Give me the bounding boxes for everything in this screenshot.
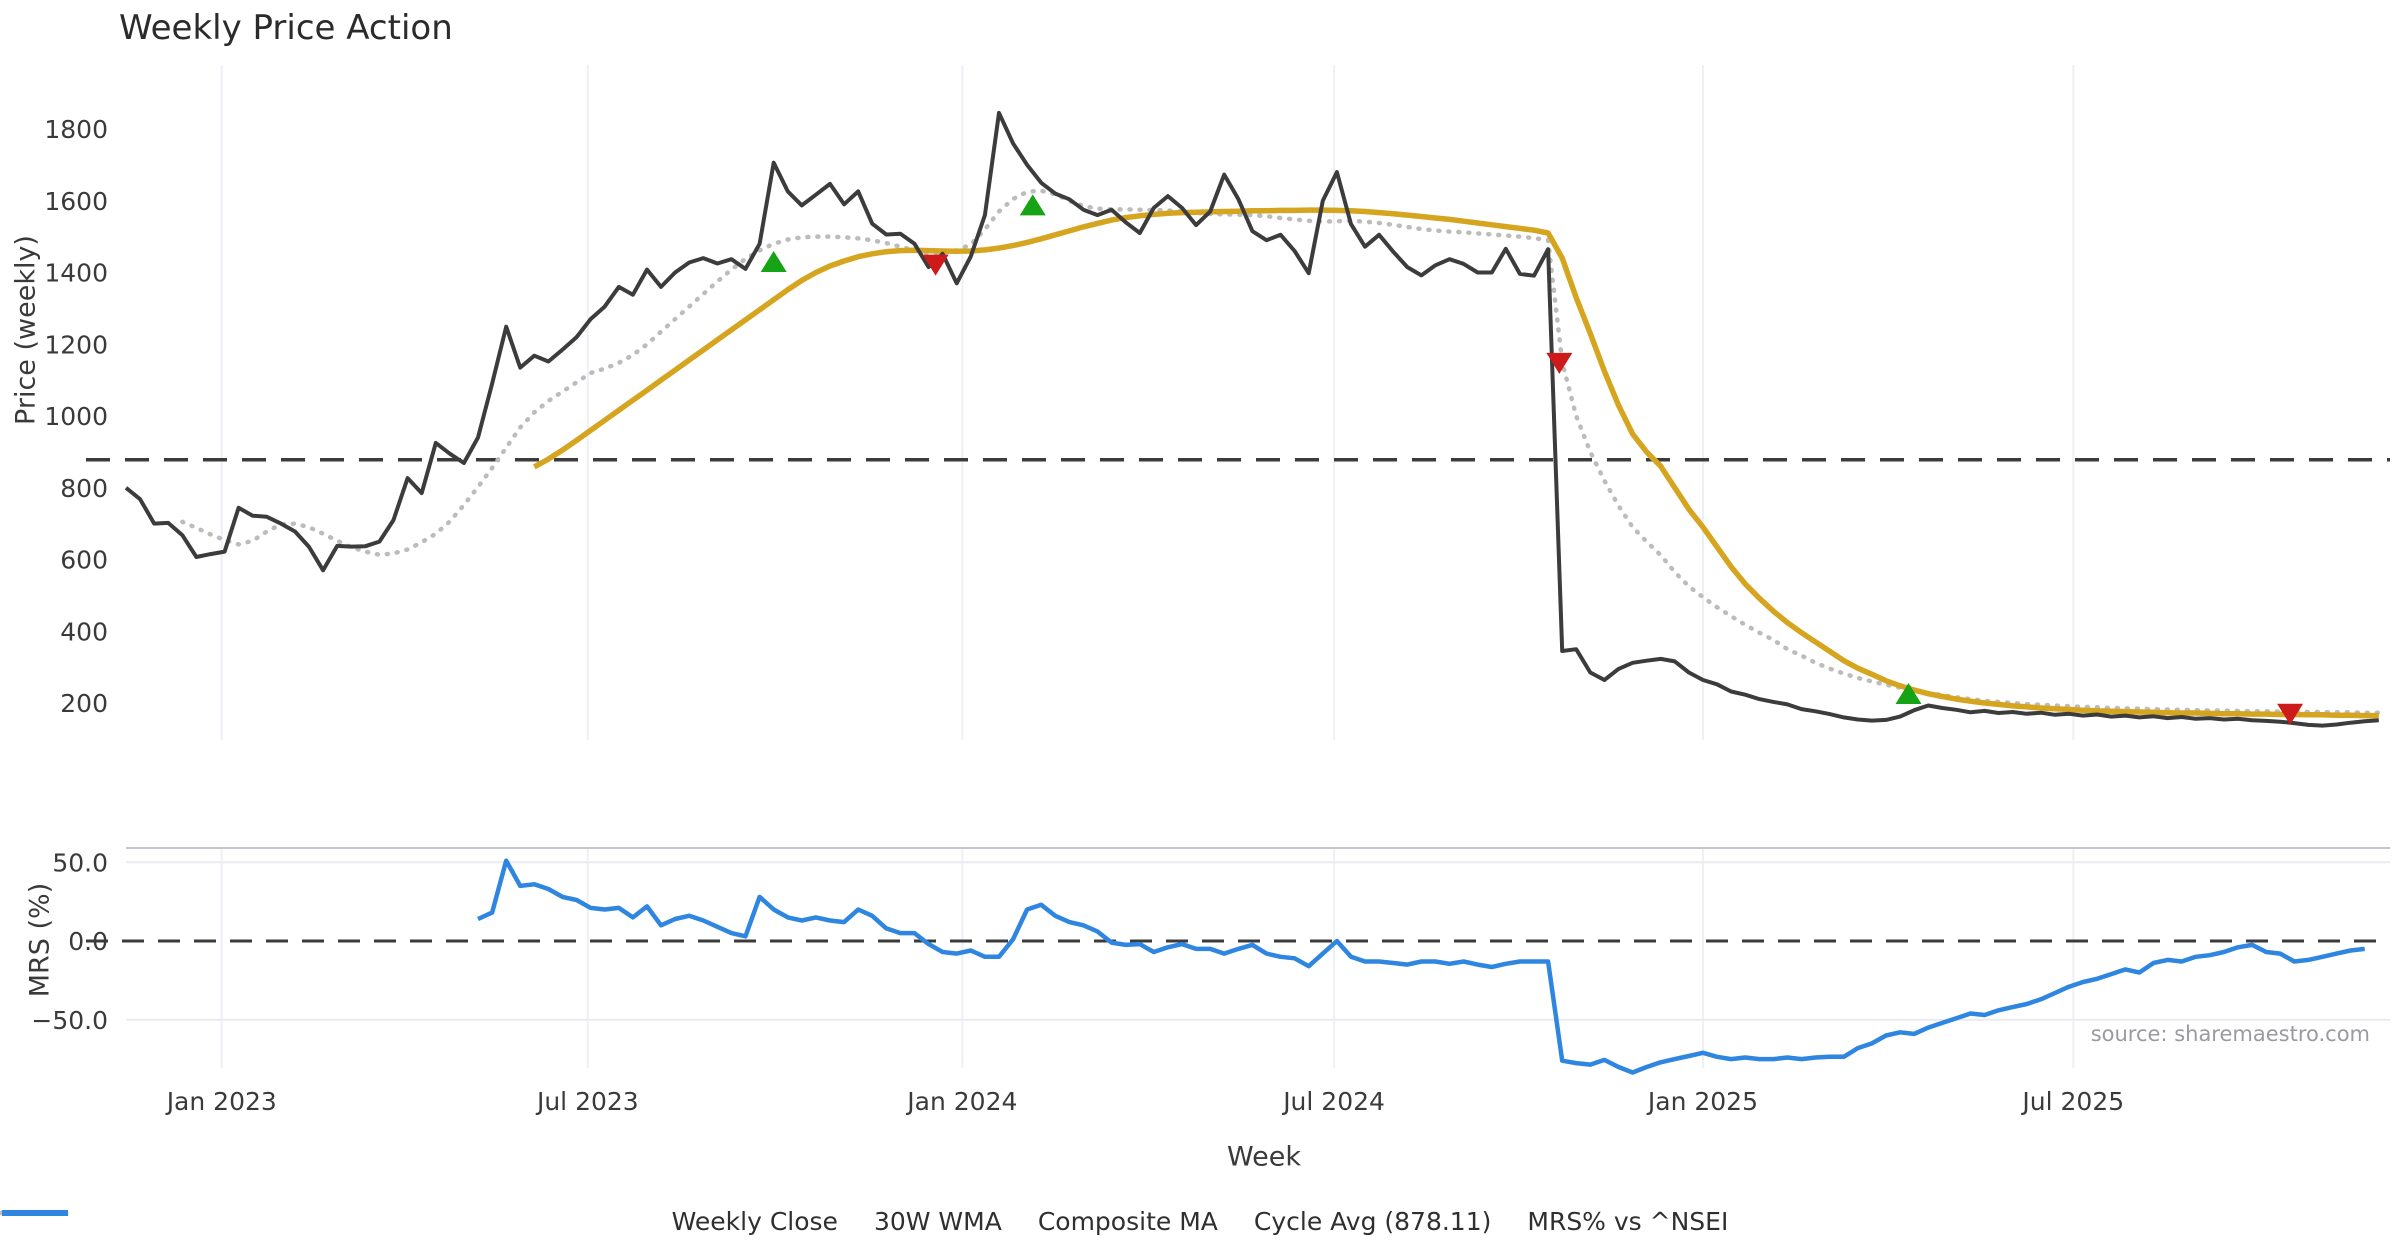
weekly-close-line [124, 110, 2379, 728]
page-title: Weekly Price Action [119, 8, 453, 48]
legend-item: Cycle Avg (878.11) [2, 1207, 1492, 1236]
price-tick-label: 800 [60, 474, 108, 503]
price-tick-label: 1000 [44, 402, 108, 431]
mrs-tick-label: −50.0 [31, 1006, 108, 1035]
buy-signal-marker [760, 251, 787, 273]
price-tick-label: 1800 [44, 115, 108, 144]
mrs-tick-label: 50.0 [52, 848, 108, 877]
legend-item: Composite MA [0, 1207, 1218, 1236]
legend-swatch-solid [2, 1210, 68, 1216]
x-tick-label: Jul 2025 [2020, 1087, 2124, 1116]
x-tick-label: Jul 2023 [535, 1087, 639, 1116]
legend-label: 30W WMA [873, 1207, 1002, 1236]
legend-label: Composite MA [1037, 1207, 1218, 1236]
x-tick-label: Jan 2024 [905, 1087, 1017, 1116]
sell-signal-marker [1546, 352, 1573, 374]
mrs-tick-label: 0.0 [68, 927, 108, 956]
source-watermark: source: sharemaestro.com [2090, 1022, 2370, 1046]
mrs-axis-label: MRS (%) [24, 882, 56, 998]
composite-ma-line [180, 188, 2382, 715]
price-tick-label: 1400 [44, 259, 108, 288]
x-tick-label: Jul 2024 [1281, 1087, 1385, 1116]
chart-legend: Weekly Close 30W WMA Composite MA Cycle Avg… [0, 1207, 2400, 1236]
week-axis-label: Week [1227, 1141, 1301, 1173]
price-tick-label: 1200 [44, 330, 108, 359]
price-axis-label: Price (weekly) [10, 235, 42, 425]
wma-30w-line [532, 207, 2379, 719]
legend-item: 30W WMA [2, 1207, 1002, 1236]
buy-signal-marker [1895, 682, 1922, 704]
mrs-line [477, 858, 2365, 1075]
buy-signal-marker [1019, 194, 1046, 216]
legend-item: MRS% vs ^NSEI [2, 1207, 1729, 1236]
legend-label: Cycle Avg (878.11) [1253, 1207, 1492, 1236]
price-tick-label: 600 [60, 546, 108, 575]
sell-signal-marker [2277, 703, 2304, 725]
price-tick-label: 200 [60, 689, 108, 718]
sell-signal-marker [922, 254, 949, 276]
x-tick-label: Jan 2025 [1646, 1087, 1758, 1116]
legend-label: MRS% vs ^NSEI [1527, 1207, 1729, 1236]
price-tick-label: 400 [60, 617, 108, 646]
legend-item: Weekly Close [2, 1207, 838, 1236]
price-tick-label: 1600 [44, 187, 108, 216]
legend-label: Weekly Close [671, 1207, 838, 1236]
x-tick-label: Jan 2023 [165, 1087, 277, 1116]
